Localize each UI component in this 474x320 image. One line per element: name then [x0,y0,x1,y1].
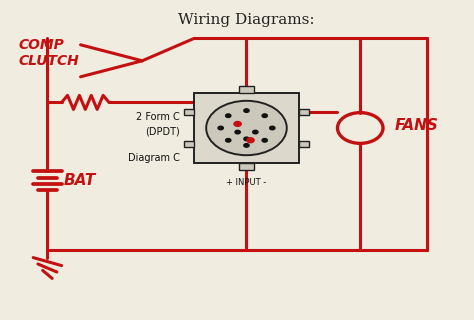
Text: FANS: FANS [395,118,439,133]
Circle shape [206,101,287,155]
Bar [239,86,254,93]
Circle shape [253,130,258,134]
Circle shape [270,126,275,130]
Circle shape [247,138,254,143]
Circle shape [234,122,241,126]
Bar [239,164,254,170]
Text: Diagram C: Diagram C [128,153,180,164]
Bar [183,109,194,115]
Text: BAT: BAT [64,173,96,188]
Circle shape [244,109,249,112]
Bar [194,93,299,164]
Bar [299,109,309,115]
Circle shape [262,139,267,142]
Circle shape [218,126,223,130]
Circle shape [226,114,231,117]
Circle shape [262,114,267,117]
Text: COMP
CLUTCH: COMP CLUTCH [19,38,80,68]
Text: (DPDT): (DPDT) [145,126,180,136]
Bar [183,141,194,147]
Text: 2 Form C: 2 Form C [136,112,180,122]
Circle shape [244,137,249,141]
Text: + INPUT -: + INPUT - [227,178,266,187]
Text: Wiring Diagrams:: Wiring Diagrams: [178,13,315,27]
Circle shape [235,130,240,134]
Bar [299,141,309,147]
Circle shape [226,139,231,142]
Circle shape [244,144,249,147]
